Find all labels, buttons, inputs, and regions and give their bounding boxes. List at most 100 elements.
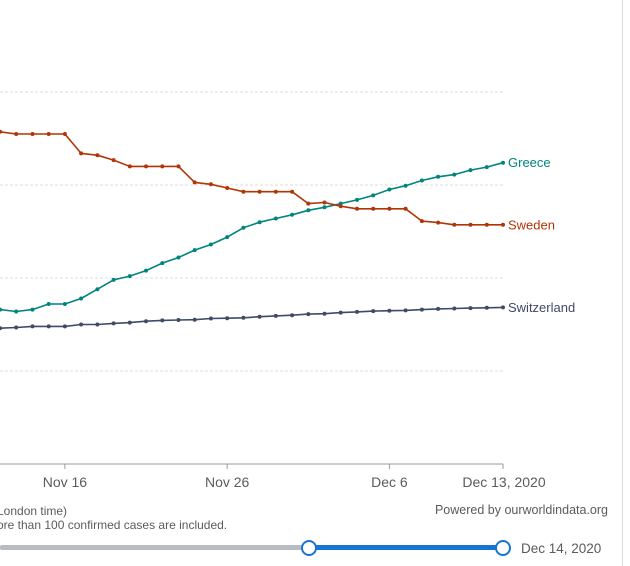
timeline-selected-range[interactable]	[308, 545, 502, 550]
data-point	[14, 309, 19, 314]
data-point	[241, 189, 246, 194]
data-point	[257, 220, 262, 225]
series-label-sweden: Sweden	[508, 217, 555, 232]
data-point	[79, 322, 84, 327]
data-point	[0, 129, 2, 134]
data-point	[95, 153, 100, 158]
data-point	[208, 182, 213, 187]
data-point	[273, 313, 278, 318]
timeline-end-handle[interactable]	[495, 540, 511, 556]
data-point	[306, 312, 311, 317]
data-point	[273, 189, 278, 194]
data-point	[62, 132, 67, 136]
data-point	[208, 316, 213, 321]
data-point	[192, 317, 197, 322]
data-point	[403, 183, 408, 188]
timeline-track[interactable]	[0, 545, 308, 550]
data-point	[387, 308, 392, 313]
data-point	[338, 204, 343, 209]
data-point	[452, 222, 457, 227]
data-point	[419, 307, 424, 312]
data-point	[322, 311, 327, 316]
data-point	[501, 222, 505, 227]
data-point	[387, 187, 392, 192]
data-point	[241, 315, 246, 320]
data-point	[14, 325, 19, 330]
data-point	[452, 306, 457, 311]
line-chart: Nov 16 Nov 26 Dec 6 Dec 13, 2020 Greece Swede…	[0, 91, 575, 490]
data-point	[176, 318, 181, 322]
data-point	[160, 261, 165, 266]
data-point	[46, 302, 51, 306]
data-point	[257, 189, 262, 194]
data-point	[403, 206, 408, 211]
panel-divider	[622, 0, 623, 566]
data-point	[208, 242, 213, 247]
data-point	[160, 318, 165, 323]
data-point	[436, 306, 441, 311]
x-tick-label: Nov 16	[43, 474, 88, 490]
data-point	[127, 164, 132, 169]
footer-credit: Powered by ourworldindata.org	[434, 503, 608, 517]
data-point	[14, 132, 19, 136]
data-point	[79, 296, 84, 301]
timeline-end-date: Dec 14, 2020	[521, 541, 602, 556]
data-point	[387, 206, 392, 211]
data-point	[322, 200, 327, 205]
data-point	[0, 307, 2, 312]
data-point	[290, 212, 295, 217]
series-label-switzerland: Switzerland	[508, 300, 575, 315]
x-tick-label: Dec 6	[371, 474, 408, 490]
data-point	[371, 309, 376, 314]
data-point	[338, 310, 343, 315]
data-point	[355, 309, 359, 314]
data-point	[371, 193, 376, 198]
data-point	[62, 302, 67, 306]
x-tick-label: Dec 13, 2020	[462, 474, 545, 490]
data-point	[30, 307, 35, 312]
data-point	[46, 132, 51, 136]
data-point	[62, 324, 67, 329]
data-point	[403, 308, 408, 313]
data-point	[484, 305, 489, 310]
data-point	[95, 287, 100, 292]
data-point	[30, 132, 35, 136]
data-point	[306, 201, 311, 206]
data-point	[419, 219, 424, 224]
data-point	[468, 222, 473, 227]
data-point	[144, 319, 148, 324]
x-tick-label: Nov 26	[205, 474, 250, 490]
footer-note-timezone: London time)	[0, 504, 68, 518]
data-point	[225, 186, 230, 190]
data-point	[79, 151, 84, 156]
data-point	[501, 160, 505, 165]
data-point	[144, 164, 148, 169]
data-point	[111, 158, 116, 163]
data-point	[355, 206, 359, 211]
series-label-greece: Greece	[508, 155, 551, 170]
data-point	[95, 322, 100, 327]
series-line-greece	[0, 161, 504, 313]
data-point	[241, 225, 246, 230]
data-point	[371, 206, 376, 211]
data-point	[160, 164, 165, 169]
data-point	[290, 189, 295, 194]
footer-note-cases: ore than 100 confirmed cases are include…	[0, 518, 228, 532]
data-point	[484, 222, 489, 227]
data-point	[436, 220, 441, 225]
data-point	[322, 205, 327, 210]
data-point	[306, 208, 311, 213]
data-point	[468, 306, 473, 311]
timeline-start-handle[interactable]	[301, 540, 317, 556]
data-point	[452, 172, 457, 177]
data-point	[0, 326, 2, 331]
data-point	[176, 255, 181, 260]
data-point	[192, 180, 197, 185]
data-point	[257, 314, 262, 319]
data-point	[419, 178, 424, 183]
data-point	[355, 197, 359, 202]
data-point	[436, 174, 441, 179]
data-point	[176, 164, 181, 169]
data-point	[468, 168, 473, 173]
data-point	[501, 305, 505, 310]
